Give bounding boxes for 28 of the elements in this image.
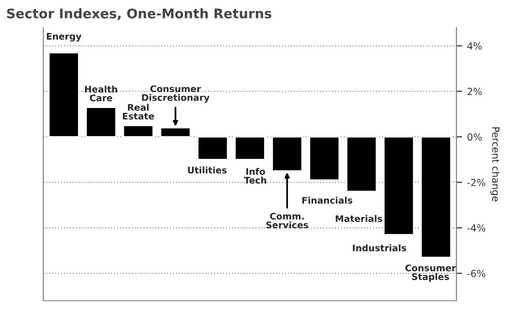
bar [234,136,266,160]
bar [420,136,452,258]
bar [197,136,228,160]
x-tick-label: Industrials [352,244,406,252]
x-tick-label: Utilities [188,166,227,174]
bar [122,124,154,138]
y-tick-label: 4% [467,42,482,50]
x-tick-label: Energy [46,33,82,42]
x-tick-label: Info Tech [244,168,266,184]
bar [346,136,378,192]
bar [308,136,340,181]
bar [383,136,414,236]
x-tick-label: Consumer Staples [405,264,456,282]
y-axis-title: Percent change [490,127,500,202]
bar [85,106,117,138]
x-tick-label: Financials [302,196,352,204]
bar [48,52,80,138]
y-tick-label: 0% [468,133,482,141]
x-tick-label: Consumer Discretionary [142,85,210,103]
x-tick-label: Real Estate [122,104,154,120]
x-tick-label: Materials [336,215,382,222]
x-tick-label: Comm. Services [266,212,308,228]
chart-title: Sector Indexes, One-Month Returns [7,8,272,20]
y-tick-label: -6% [467,270,486,278]
x-tick-label: Health Care [85,86,118,102]
y-tick-label: -4% [467,224,486,232]
y-tick-label: 2% [468,88,482,96]
y-tick-label: -2% [467,178,486,186]
